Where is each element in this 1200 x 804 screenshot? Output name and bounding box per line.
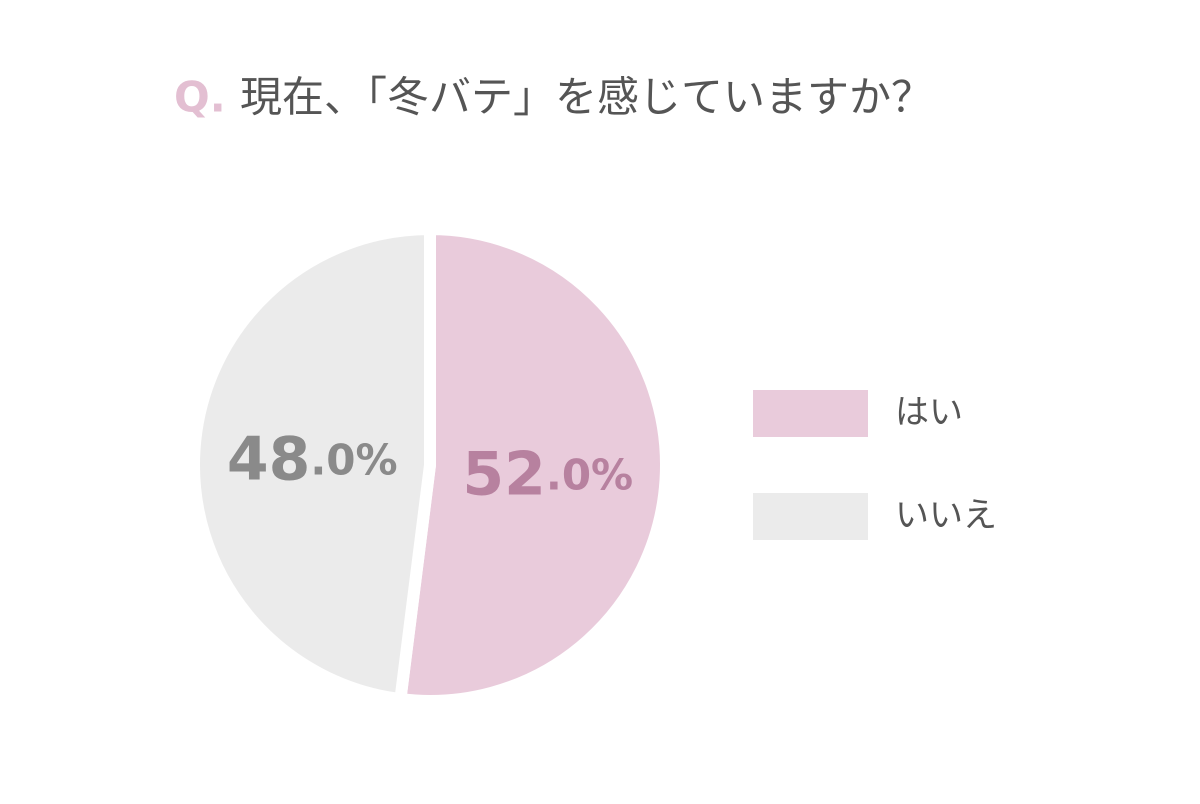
data-label: 48.0%	[227, 424, 398, 494]
chart-title: 現在、「冬バテ」を感じていますか？	[240, 73, 933, 122]
data-label: 52.0%	[462, 439, 633, 509]
legend-swatch	[753, 493, 868, 540]
pie-slice	[188, 223, 436, 706]
legend-label: はい	[895, 393, 963, 433]
pie-slice	[394, 223, 672, 707]
legend-label: いいえ	[895, 496, 997, 536]
title-marker: Q.	[174, 73, 226, 122]
legend-swatch	[753, 390, 868, 437]
